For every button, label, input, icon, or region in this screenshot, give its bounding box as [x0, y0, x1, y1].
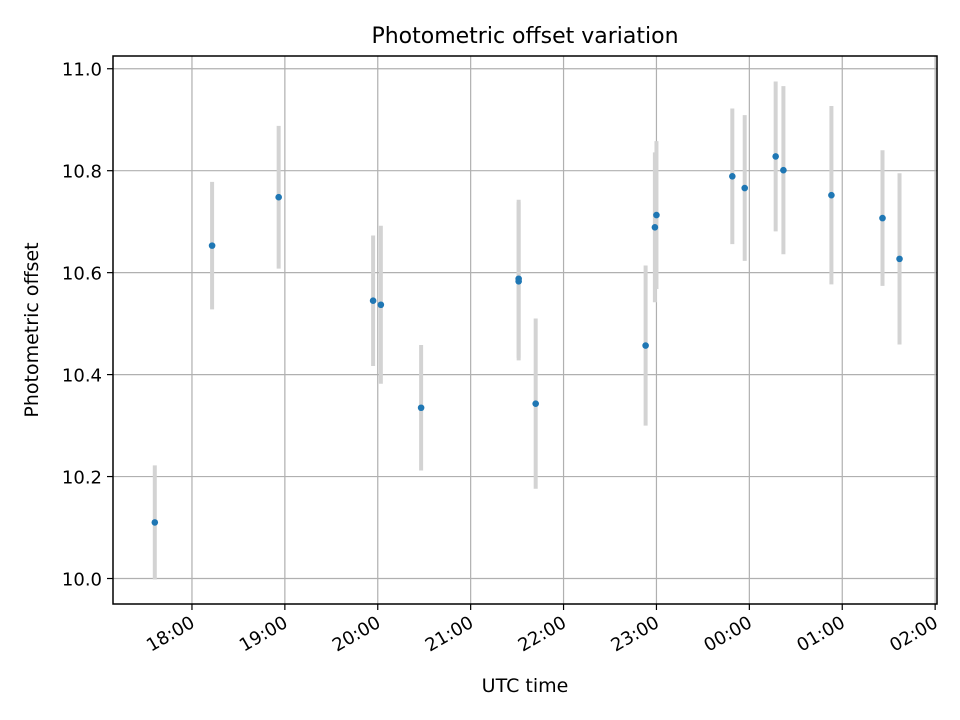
data-points: [151, 153, 903, 526]
x-tick-label: 02:00: [886, 612, 941, 656]
x-tick-label: 01:00: [793, 612, 848, 656]
data-point: [780, 166, 787, 174]
y-tick-label: 10.8: [62, 162, 102, 183]
data-point: [369, 297, 377, 304]
x-axis-label: UTC time: [482, 675, 569, 697]
data-point: [741, 184, 749, 192]
data-point: [879, 214, 886, 222]
data-point: [515, 278, 522, 285]
x-tick-label: 23:00: [608, 612, 663, 656]
grid: [113, 56, 937, 604]
y-axis-label: Photometric offset: [21, 242, 43, 417]
y-tick-label: 10.4: [62, 366, 102, 387]
x-tick-label: 19:00: [236, 612, 291, 656]
data-point: [532, 400, 539, 407]
data-point: [651, 223, 659, 231]
data-point: [208, 242, 216, 249]
y-tick-label: 10.0: [62, 570, 102, 591]
x-tick-label: 00:00: [700, 612, 755, 656]
x-axis: 18:00 19:00 20:00 21:00 22:00 23:00 00:00 01:00…: [143, 604, 942, 656]
x-tick-label: 21:00: [422, 612, 477, 656]
data-point: [772, 153, 779, 160]
x-tick-label: 22:00: [515, 612, 570, 656]
y-tick-label: 10.2: [62, 468, 102, 489]
data-point: [151, 519, 159, 526]
data-point: [417, 404, 425, 412]
y-tick-label: 10.6: [62, 264, 102, 285]
x-tick-label: 18:00: [143, 612, 198, 656]
y-tick-label: 11.0: [62, 60, 102, 81]
data-point: [377, 301, 385, 309]
data-point: [729, 173, 736, 180]
data-point: [653, 211, 660, 219]
data-point: [642, 342, 649, 349]
plot-frame: [112, 55, 938, 605]
data-point: [275, 193, 282, 201]
data-point: [828, 191, 835, 199]
errorbars: [152, 81, 902, 580]
y-axis: 10.0 10.2 10.4 10.6 10.8 11.0: [62, 60, 113, 591]
data-point: [896, 255, 903, 263]
chart-title: Photometric offset variation: [371, 24, 678, 49]
x-tick-label: 20:00: [329, 612, 384, 656]
